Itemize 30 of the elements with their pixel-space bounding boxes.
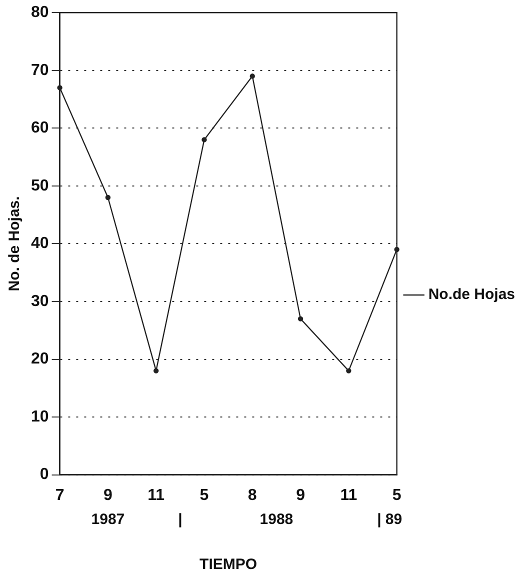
y-tick-label: 80 bbox=[31, 4, 49, 22]
y-tick-label: 20 bbox=[31, 350, 49, 368]
x-tick-label: 9 bbox=[296, 486, 306, 504]
y-tick-label: 60 bbox=[31, 120, 49, 137]
point bbox=[298, 316, 304, 322]
x-tick-label: 7 bbox=[55, 486, 64, 504]
text: 1987 bbox=[91, 510, 125, 528]
text: 1988 bbox=[260, 510, 294, 528]
y-tick-label: 40 bbox=[31, 235, 49, 252]
point bbox=[202, 137, 207, 142]
x-tick-label: 11 bbox=[148, 486, 165, 504]
x-tick-label: 11 bbox=[340, 486, 358, 504]
x-tick-label: 5 bbox=[392, 486, 402, 504]
point bbox=[346, 368, 352, 374]
y-tick-label: 0 bbox=[40, 466, 49, 484]
y-tick-label: 10 bbox=[31, 408, 49, 426]
point bbox=[105, 194, 111, 200]
x-tick-label: 9 bbox=[103, 486, 112, 504]
text: | bbox=[178, 510, 182, 528]
y-tick-label: 70 bbox=[31, 62, 49, 79]
legend-label: No.de Hojas bbox=[428, 286, 516, 304]
y-tick-label: 30 bbox=[31, 292, 49, 310]
point bbox=[153, 368, 159, 374]
text: | 89 bbox=[377, 510, 402, 528]
x-tick-label: 8 bbox=[248, 486, 257, 504]
y-axis-title: No. de Hojas. bbox=[6, 196, 24, 292]
point bbox=[250, 74, 255, 79]
x-axis-title: TIEMPO bbox=[200, 556, 258, 574]
y-tick-label: 50 bbox=[31, 177, 49, 194]
x-tick-label: 5 bbox=[200, 486, 209, 504]
